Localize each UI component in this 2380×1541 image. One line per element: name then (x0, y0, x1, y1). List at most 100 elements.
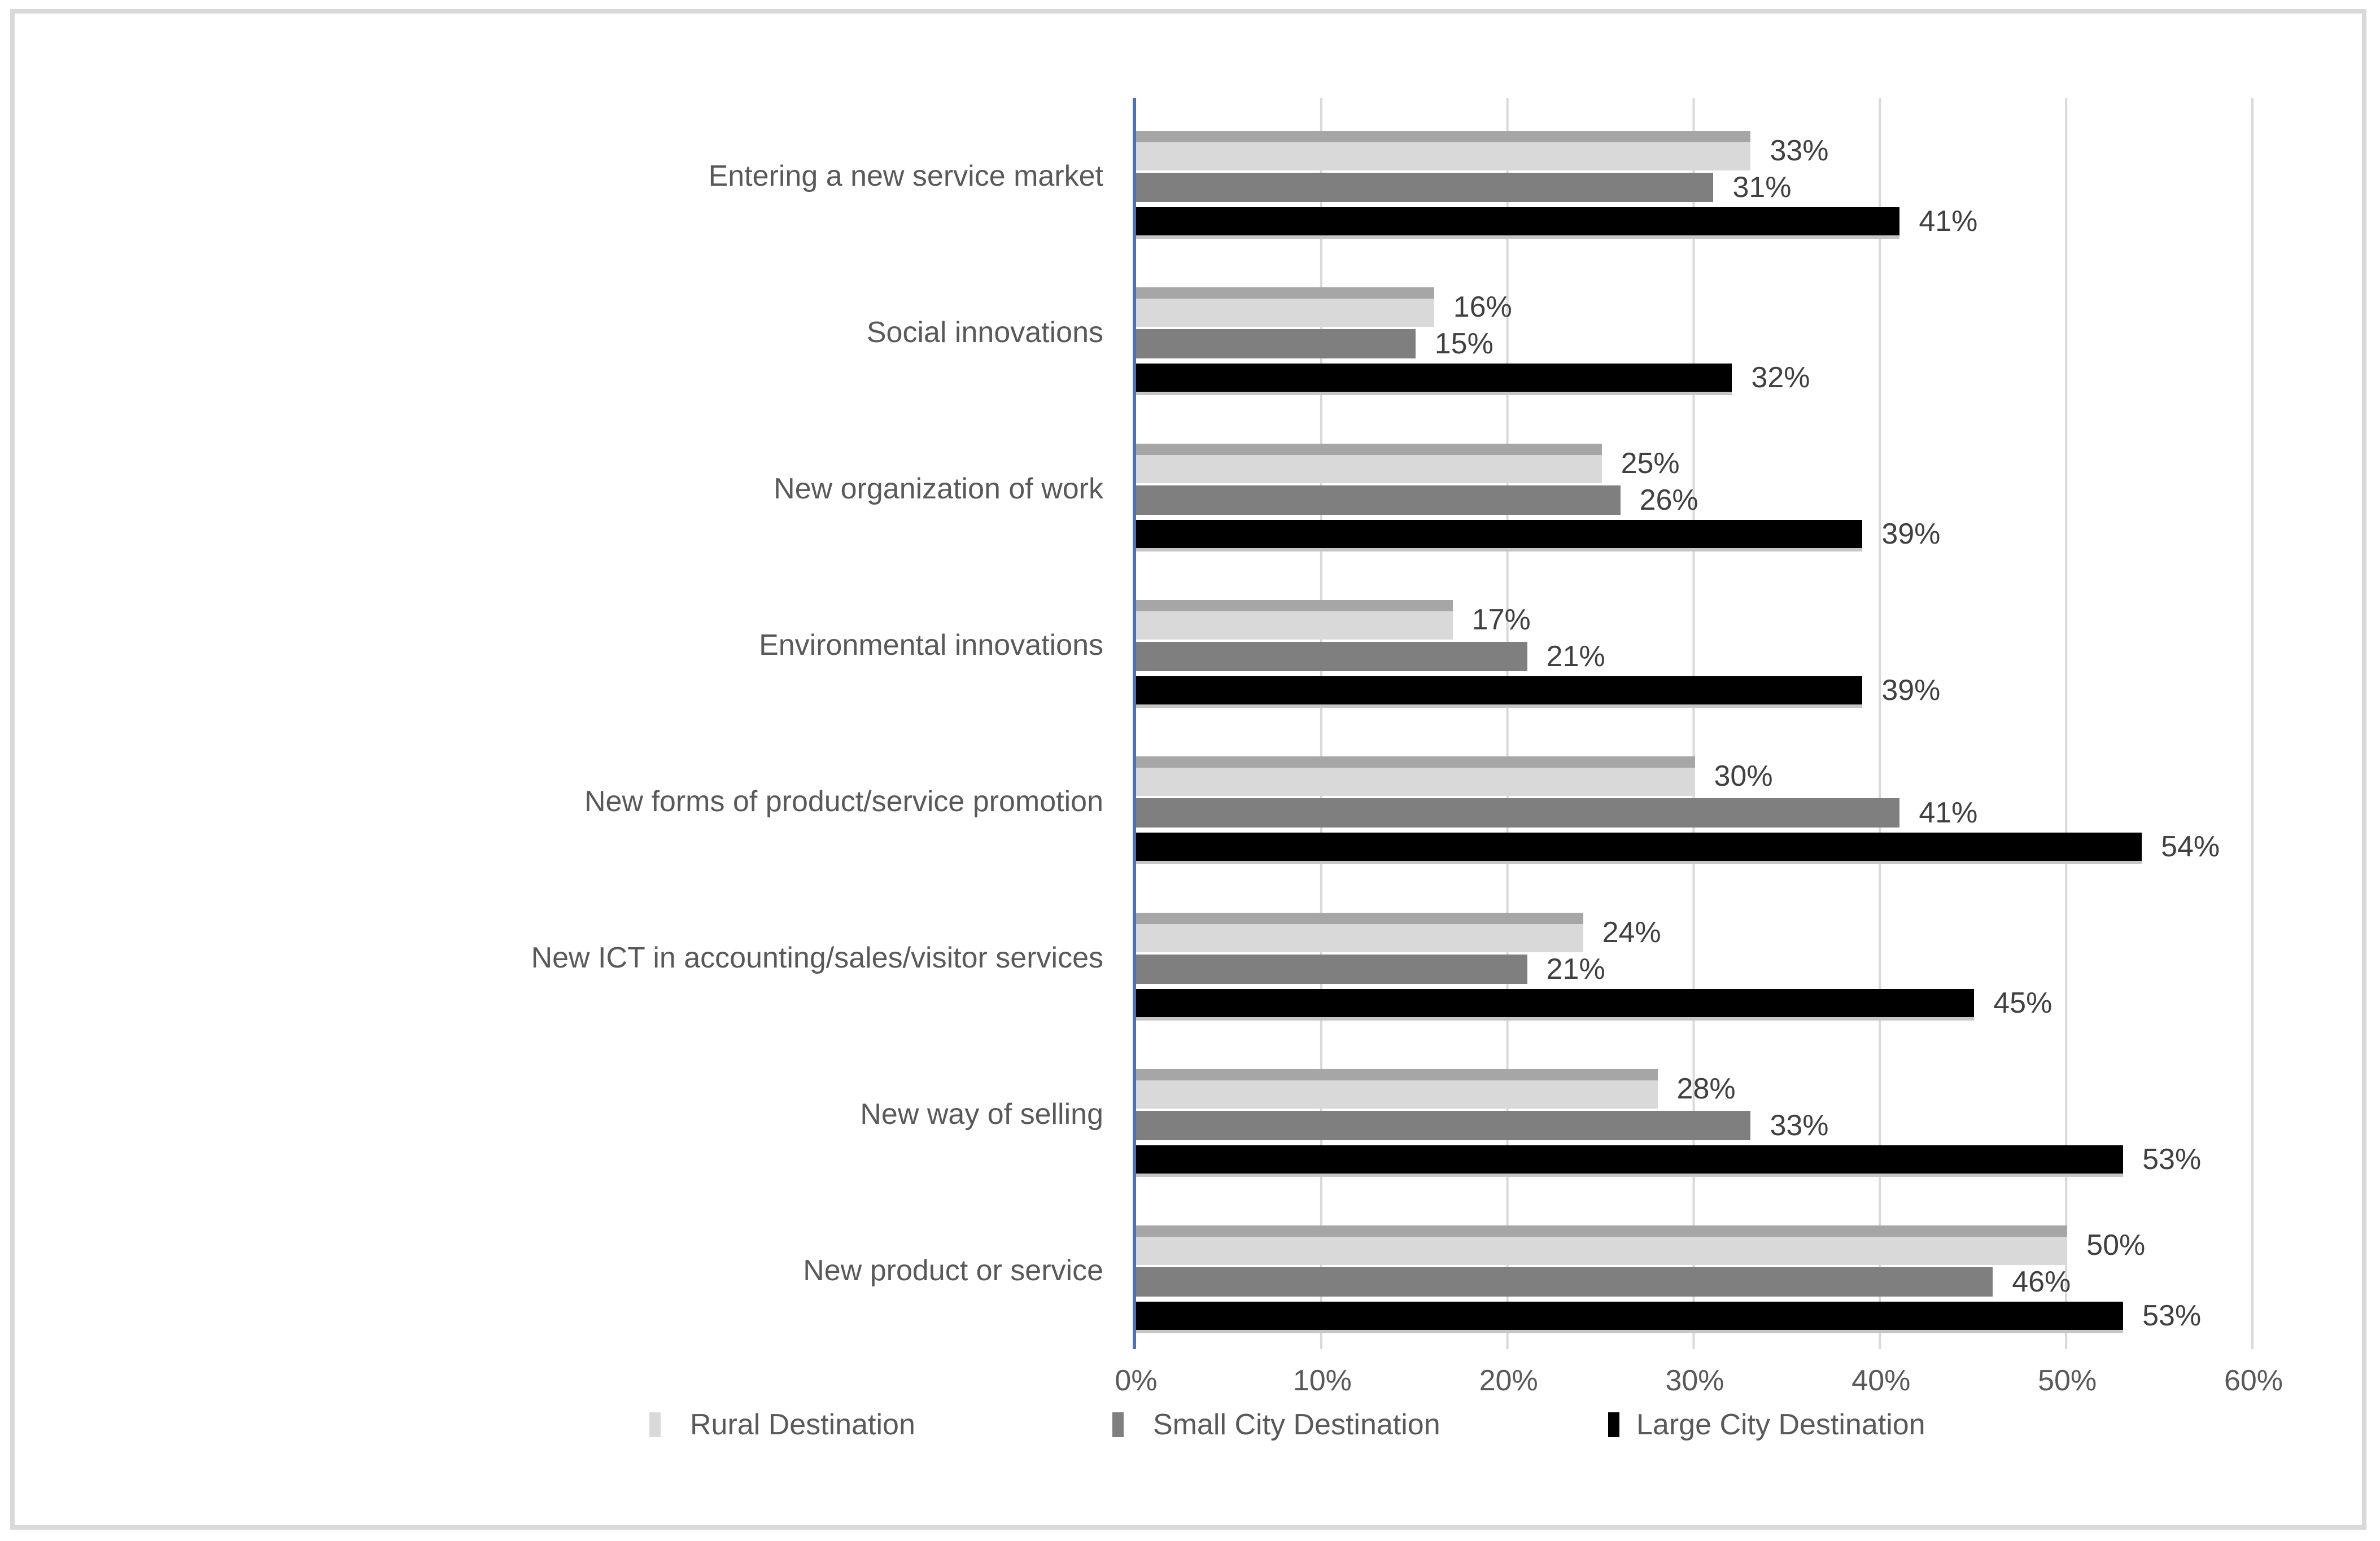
bar-line-small-city-destination: 41% (1136, 796, 2254, 830)
figure-frame: Entering a new service market Social inno… (10, 9, 2366, 1530)
bar-line-large-city-destination: 53% (1136, 1299, 2254, 1333)
bar-rural-destination (1136, 913, 1583, 952)
data-label-small-city-destination: 21% (1546, 953, 1605, 986)
bar-large-city-destination (1136, 1302, 2124, 1330)
category-label-new-forms-of-product-service-promotion: New forms of product/service promotion (584, 785, 1103, 818)
bar-line-rural-destination: 33% (1136, 131, 2254, 170)
data-label-large-city-destination: 54% (2161, 830, 2220, 863)
bar-line-large-city-destination: 39% (1136, 673, 2254, 707)
data-label-large-city-destination: 39% (1881, 674, 1941, 707)
bar-line-large-city-destination: 41% (1136, 204, 2254, 238)
bar-line-large-city-destination: 45% (1136, 986, 2254, 1020)
plot-area: 33% 31% 41% 16% 15% 32% 25% 26% 39% 17% 21% 39% 30% 4… (1133, 98, 2254, 1349)
data-label-small-city-destination: 21% (1546, 640, 1605, 673)
bar-rural-destination (1136, 444, 1602, 483)
x-tick-60: 60% (2224, 1364, 2283, 1397)
bar-rural-destination (1136, 600, 1453, 640)
legend-item-small-city-destination: Small City Destination (1112, 1408, 1440, 1442)
data-label-large-city-destination: 53% (2142, 1299, 2202, 1332)
bar-chart: Entering a new service market Social inno… (15, 98, 2362, 1349)
bar-line-rural-destination: 28% (1136, 1069, 2254, 1109)
data-label-large-city-destination: 53% (2142, 1143, 2202, 1176)
category-group-entering-a-new-service-market: 33% 31% 41% (1136, 98, 2254, 255)
category-label-new-way-of-selling: New way of selling (860, 1097, 1103, 1131)
data-label-large-city-destination: 45% (1993, 987, 2053, 1019)
category-group-new-forms-of-product-service-promotion: 30% 41% 54% (1136, 724, 2254, 880)
bar-line-rural-destination: 16% (1136, 287, 2254, 327)
bar-line-rural-destination: 17% (1136, 600, 2254, 640)
category-group-new-way-of-selling: 28% 33% 53% (1136, 1036, 2254, 1193)
data-label-rural-destination: 16% (1453, 291, 1512, 323)
bar-small-city-destination (1136, 173, 1714, 202)
bar-line-rural-destination: 50% (1136, 1225, 2254, 1265)
bar-rural-destination (1136, 131, 1751, 170)
x-tick-30: 30% (1665, 1364, 1724, 1397)
bar-line-small-city-destination: 21% (1136, 952, 2254, 986)
data-label-rural-destination: 17% (1471, 603, 1531, 636)
bar-rural-destination (1136, 1069, 1658, 1109)
data-label-small-city-destination: 31% (1732, 171, 1792, 204)
data-label-rural-destination: 30% (1714, 760, 1773, 793)
category-group-new-product-or-service: 50% 46% 53% (1136, 1193, 2254, 1349)
category-label-new-organization-of-work: New organization of work (774, 472, 1103, 505)
legend-swatch-rural-destination (649, 1412, 661, 1437)
bar-rural-destination (1136, 756, 1695, 796)
bar-rural-destination (1136, 1225, 2068, 1265)
bar-small-city-destination (1136, 329, 1416, 358)
bar-line-rural-destination: 25% (1136, 444, 2254, 483)
bar-line-small-city-destination: 33% (1136, 1109, 2254, 1142)
x-axis-spacer (15, 1349, 1136, 1408)
data-label-small-city-destination: 15% (1434, 327, 1493, 360)
data-label-large-city-destination: 39% (1881, 518, 1941, 550)
legend-label-large-city-destination: Large City Destination (1636, 1408, 1925, 1441)
legend-swatch-small-city-destination (1112, 1412, 1124, 1437)
bar-small-city-destination (1136, 955, 1527, 984)
bar-small-city-destination (1136, 485, 1621, 515)
legend-swatch-large-city-destination (1608, 1412, 1619, 1437)
x-axis-ticks: 0% 10% 20% 30% 40% 50% 60% (1115, 1349, 2283, 1408)
bar-large-city-destination (1136, 364, 1732, 392)
category-label-environmental-innovations: Environmental innovations (759, 628, 1103, 662)
bar-small-city-destination (1136, 1267, 1993, 1297)
bar-line-rural-destination: 30% (1136, 756, 2254, 796)
category-group-new-organization-of-work: 25% 26% 39% (1136, 411, 2254, 567)
category-group-social-innovations: 16% 15% 32% (1136, 255, 2254, 411)
bar-large-city-destination (1136, 989, 1975, 1017)
bar-line-small-city-destination: 26% (1136, 483, 2254, 517)
bar-line-large-city-destination: 54% (1136, 830, 2254, 864)
category-label-new-ict-in-accounting-sales-visitor-services: New ICT in accounting/sales/visitor serv… (531, 941, 1103, 974)
bar-line-large-city-destination: 39% (1136, 517, 2254, 551)
bar-line-large-city-destination: 53% (1136, 1142, 2254, 1176)
legend-item-rural-destination: Rural Destination (649, 1408, 915, 1442)
bar-line-large-city-destination: 32% (1136, 361, 2254, 395)
data-label-rural-destination: 24% (1602, 916, 1661, 949)
bar-large-city-destination (1136, 207, 1900, 235)
category-label-new-product-or-service: New product or service (803, 1254, 1103, 1287)
legend-item-large-city-destination: Large City Destination (1608, 1408, 1925, 1442)
category-label-social-innovations: Social innovations (866, 316, 1103, 349)
legend-label-rural-destination: Rural Destination (690, 1408, 915, 1441)
bar-large-city-destination (1136, 520, 1863, 548)
x-axis: 0% 10% 20% 30% 40% 50% 60% (15, 1349, 2362, 1408)
data-label-rural-destination: 28% (1676, 1072, 1736, 1105)
bar-large-city-destination (1136, 1145, 2124, 1174)
category-group-new-ict-in-accounting-sales-visitor-services: 24% 21% 45% (1136, 880, 2254, 1036)
legend-label-small-city-destination: Small City Destination (1153, 1408, 1440, 1441)
bar-small-city-destination (1136, 1111, 1751, 1140)
x-tick-20: 20% (1479, 1364, 1538, 1397)
data-label-large-city-destination: 41% (1919, 205, 1978, 238)
bar-small-city-destination (1136, 642, 1527, 671)
bar-rural-destination (1136, 287, 1434, 327)
category-axis-labels: Entering a new service market Social inno… (15, 98, 1133, 1349)
bar-line-small-city-destination: 46% (1136, 1265, 2254, 1299)
data-label-rural-destination: 50% (2086, 1229, 2146, 1262)
bar-line-small-city-destination: 21% (1136, 640, 2254, 673)
data-label-small-city-destination: 26% (1639, 484, 1698, 516)
bar-large-city-destination (1136, 676, 1863, 704)
bar-line-small-city-destination: 15% (1136, 327, 2254, 361)
data-label-small-city-destination: 46% (2012, 1266, 2071, 1298)
data-label-small-city-destination: 33% (1770, 1109, 1829, 1142)
category-label-entering-a-new-service-market: Entering a new service market (708, 159, 1103, 192)
bar-large-city-destination (1136, 833, 2142, 861)
x-tick-50: 50% (2038, 1364, 2097, 1397)
